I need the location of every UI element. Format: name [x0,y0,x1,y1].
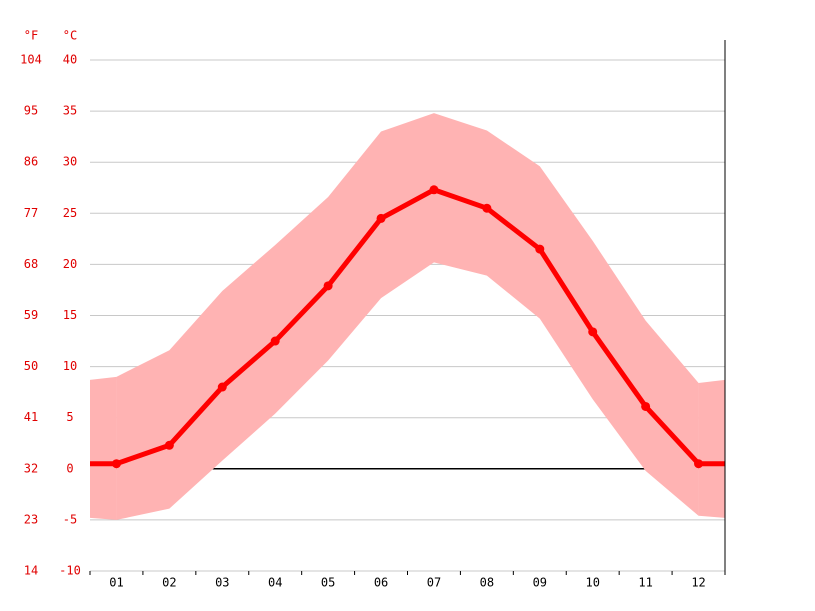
mean-point [217,382,227,392]
y-tick-label: -5 [63,512,77,526]
y-tick-label: 0 [66,461,73,475]
y-tick-label: 10 [63,359,77,373]
band-edge [698,379,725,518]
mean-point [323,281,333,291]
range-band [116,113,699,520]
y-tick-label: 20 [63,257,77,271]
x-tick-label: 08 [480,576,494,590]
y2-tick-label: 23 [24,512,38,526]
y2-tick-label: 41 [24,410,38,424]
mean-point [164,440,174,450]
y2-tick-label: 14 [24,564,38,578]
y-tick-label: 5 [66,410,73,424]
x-tick-label: 06 [374,576,388,590]
y2-tick-label: 59 [24,308,38,322]
y2-tick-label: 68 [24,257,38,271]
y-tick-label: 30 [63,155,77,169]
x-tick-label: 12 [691,576,705,590]
y2-tick-label: 50 [24,359,38,373]
y-tick-label: 35 [63,104,77,118]
mean-point [111,459,121,469]
mean-point [376,213,386,223]
x-tick-label: 07 [427,576,441,590]
x-tick-label: 03 [215,576,229,590]
band-edge [90,376,117,520]
mean-point [429,185,439,195]
mean-point [270,336,280,346]
y2-tick-label: 32 [24,461,38,475]
x-tick-label: 02 [162,576,176,590]
y2-tick-label: 77 [24,206,38,220]
y-tick-label: -10 [59,564,81,578]
mean-line [115,187,701,467]
mean-point [588,327,598,337]
x-tick-label: 05 [321,576,335,590]
y-tick-label: 40 [63,53,77,67]
fahrenheit-unit: °F [24,29,38,43]
x-tick-label: 10 [585,576,599,590]
x-tick-label: 09 [533,576,547,590]
mean-point [641,401,651,411]
y2-tick-label: 86 [24,155,38,169]
x-tick-label: 04 [268,576,282,590]
celsius-unit: °C [63,29,77,43]
mean-point [535,244,545,254]
y2-tick-label: 104 [20,53,42,67]
mean-point [482,203,492,213]
y-tick-label: 15 [63,308,77,322]
x-tick-label: 01 [109,576,123,590]
x-tick-label: 11 [638,576,652,590]
mean-point [694,459,704,469]
y-tick-label: 25 [63,206,77,220]
y2-tick-label: 95 [24,104,38,118]
